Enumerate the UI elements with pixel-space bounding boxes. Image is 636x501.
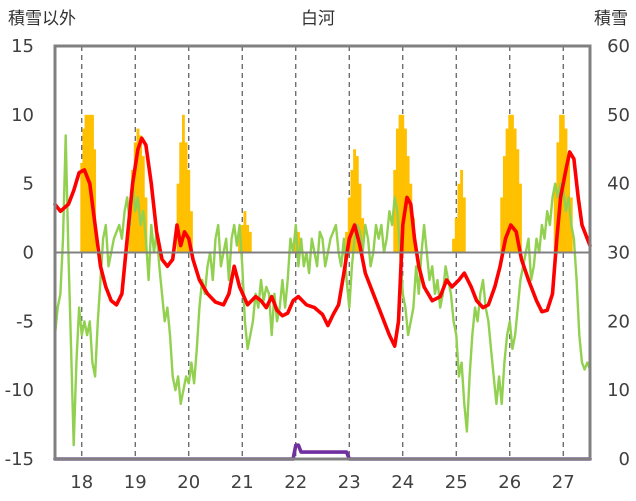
snow-bar [398,114,402,253]
right-tick-label: 40 [607,174,630,195]
vertical-gridlines [81,46,564,459]
snow-bar [355,156,359,253]
x-tick-label: 22 [284,472,307,493]
snow-bar [401,114,405,253]
snow-bar [353,149,357,253]
snow-bar [136,128,140,253]
snow-bar [345,231,349,253]
snow-bar [84,114,88,253]
chart-title: 白河 [301,9,335,29]
left-axis-title: 積雪以外 [8,9,76,29]
snow-bar [462,197,466,253]
snow-bar [238,238,242,253]
right-tick-label: 60 [607,36,630,57]
snow-bar [500,197,504,253]
right-tick-label: 50 [607,105,630,126]
snow-bar [243,211,247,253]
right-tick-label: 30 [607,243,630,264]
x-tick-label: 27 [552,472,575,493]
snow-bar [403,128,407,253]
right-tick-label: 10 [607,380,630,401]
snow-bar [176,183,180,253]
snow-bar [240,224,244,253]
right-axis-title: 積雪 [594,9,628,29]
left-tick-label: -5 [16,311,34,332]
snow-bar [460,169,464,253]
snow-bar [361,218,365,253]
right-tick-label: 20 [607,311,630,332]
snow-bar [246,224,250,253]
green-series-line [53,134,592,447]
snow-bar [82,128,86,253]
x-tick-label: 19 [124,472,147,493]
snow-bar [502,156,506,253]
snow-bars [80,114,573,253]
snow-bar [406,156,410,253]
snow-bar [144,197,148,253]
plot-frame [53,44,592,461]
snow-bar [358,183,362,253]
left-tick-label: -15 [5,449,34,470]
snow-bar [516,149,520,253]
snow-bar [395,128,399,253]
snow-bar [350,169,354,253]
snow-bar [131,169,135,253]
x-tick-label: 25 [445,472,468,493]
snow-bar [513,128,517,253]
snow-bar [141,156,145,253]
snow-bar [510,114,514,253]
x-tick-label: 20 [177,472,200,493]
snow-bar [184,142,188,253]
x-tick-label: 23 [338,472,361,493]
snow-bar [296,231,300,253]
snow-bar [553,183,557,253]
snow-bar [80,163,84,253]
snow-bar [248,231,252,253]
left-tick-label: 10 [11,105,34,126]
left-tick-label: 15 [11,36,34,57]
snow-bar [187,169,191,253]
red-series-line [53,136,592,348]
x-tick-label: 24 [391,472,414,493]
right-tick-label: 0 [619,449,630,470]
left-tick-label: 0 [23,243,34,264]
snow-bar [393,169,397,253]
left-tick-label: -10 [5,380,34,401]
left-axis-ticks: 15 10 5 0 -5 -10 -15 [5,36,34,470]
snow-bar [189,211,193,253]
right-axis-ticks: 60 50 40 30 20 10 0 [607,36,630,470]
snow-bar [505,128,509,253]
snow-bar [454,218,458,253]
snow-bar [133,142,137,253]
x-tick-label: 21 [231,472,254,493]
snow-bar [452,238,456,253]
snow-bar [128,211,132,253]
x-tick-label: 18 [70,472,93,493]
snow-bar [457,183,461,253]
snow-bar [179,142,183,253]
snow-bar [181,114,185,253]
snow-bar [139,135,143,253]
left-tick-label: 5 [23,174,34,195]
snow-bar [93,149,97,253]
snow-bar [347,197,351,253]
snow-bar [508,114,512,253]
snow-bar [294,238,298,253]
snow-bar [564,128,568,253]
snow-bar [519,183,522,253]
x-axis-ticks: 18 19 20 21 22 23 24 25 26 27 [70,472,574,493]
x-tick-label: 26 [498,472,521,493]
snow-bar [91,114,94,253]
